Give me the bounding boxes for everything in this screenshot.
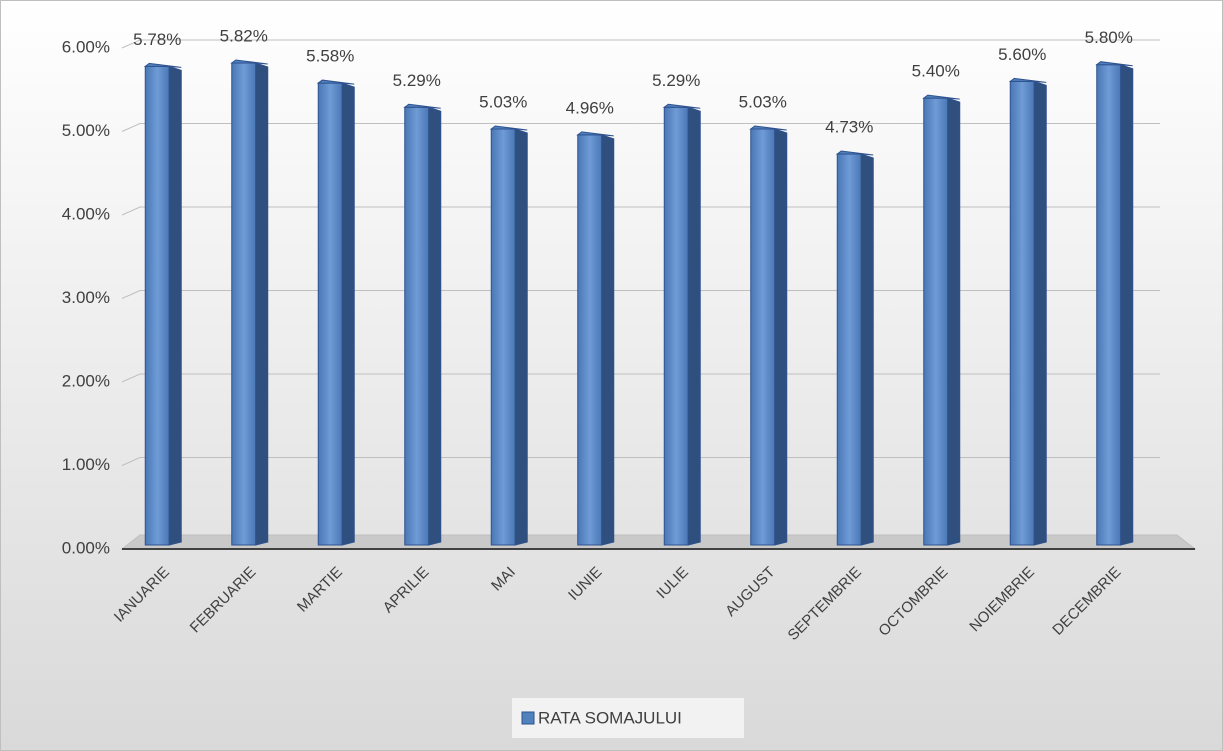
value-label: 5.78% <box>133 30 181 49</box>
bar-top <box>576 131 614 137</box>
value-label: 5.03% <box>739 92 787 111</box>
legend-box <box>512 698 744 738</box>
bar <box>230 59 269 546</box>
legend-swatch <box>521 711 535 725</box>
y-tick-label: 5.00% <box>62 121 110 140</box>
y-tick-label: 3.00% <box>62 288 110 307</box>
value-label: 5.82% <box>220 27 268 46</box>
bar <box>576 131 615 546</box>
bar-top <box>749 125 787 131</box>
bar-side <box>1120 64 1134 546</box>
y-tick-label: 4.00% <box>62 204 110 223</box>
bar-front <box>577 134 603 546</box>
value-label: 5.60% <box>998 45 1046 64</box>
bar-top <box>922 94 960 100</box>
grid-line <box>121 373 1160 383</box>
bar-top <box>489 125 528 131</box>
bar-front <box>404 106 430 546</box>
bar <box>403 103 442 546</box>
value-label: 4.73% <box>825 118 873 137</box>
bar-side <box>255 62 269 546</box>
bar-side <box>341 82 355 546</box>
bar-front <box>1096 64 1122 546</box>
bar <box>922 94 961 546</box>
y-tick-label: 2.00% <box>62 371 110 390</box>
value-label: 4.96% <box>566 98 614 117</box>
y-tick-label: 0.00% <box>62 538 110 557</box>
bar-front <box>923 97 949 546</box>
bar-front <box>490 128 516 546</box>
bar-side <box>947 97 961 546</box>
bar-front <box>836 153 862 546</box>
bar-side <box>774 128 788 546</box>
legend-label: RATA SOMAJULUI <box>538 708 682 727</box>
bar-top <box>835 150 874 156</box>
y-tick-label: 6.00% <box>62 37 110 56</box>
bar <box>1008 77 1047 546</box>
bar-top <box>1008 77 1047 83</box>
bar-side <box>601 134 615 546</box>
value-label: 5.40% <box>912 62 960 81</box>
grid-line <box>121 457 1160 466</box>
bar-top <box>230 59 268 65</box>
bar-front <box>663 106 689 546</box>
bar-top <box>662 103 701 109</box>
bar-side <box>1033 80 1047 546</box>
grid-line <box>121 206 1160 216</box>
grid-line <box>121 123 1160 132</box>
bar-front <box>317 82 343 546</box>
bar <box>489 125 528 546</box>
value-label: 5.58% <box>306 47 354 66</box>
bar-side <box>428 106 442 546</box>
bar-front <box>1009 80 1035 546</box>
bar <box>316 79 355 546</box>
value-label: 5.29% <box>393 71 441 90</box>
bar <box>662 103 701 546</box>
bar <box>749 125 788 546</box>
bar-top <box>1095 61 1133 67</box>
bar-front <box>750 128 776 546</box>
value-label: 5.03% <box>479 92 527 111</box>
y-tick-label: 1.00% <box>62 455 110 474</box>
bar-front <box>144 65 170 546</box>
bar-side <box>860 153 874 546</box>
value-label: 5.80% <box>1085 28 1133 47</box>
bar-side <box>168 65 182 546</box>
bar-side <box>687 106 701 546</box>
bar-top <box>403 103 441 109</box>
bar-top <box>316 79 355 85</box>
bar <box>835 150 874 546</box>
bar <box>143 62 182 546</box>
grid-line <box>121 290 1160 299</box>
grid-line <box>121 39 1160 49</box>
bar <box>1095 61 1134 546</box>
value-label: 5.29% <box>652 71 700 90</box>
bar-top <box>143 62 182 68</box>
bar-side <box>514 128 528 546</box>
bar-front <box>231 62 257 546</box>
